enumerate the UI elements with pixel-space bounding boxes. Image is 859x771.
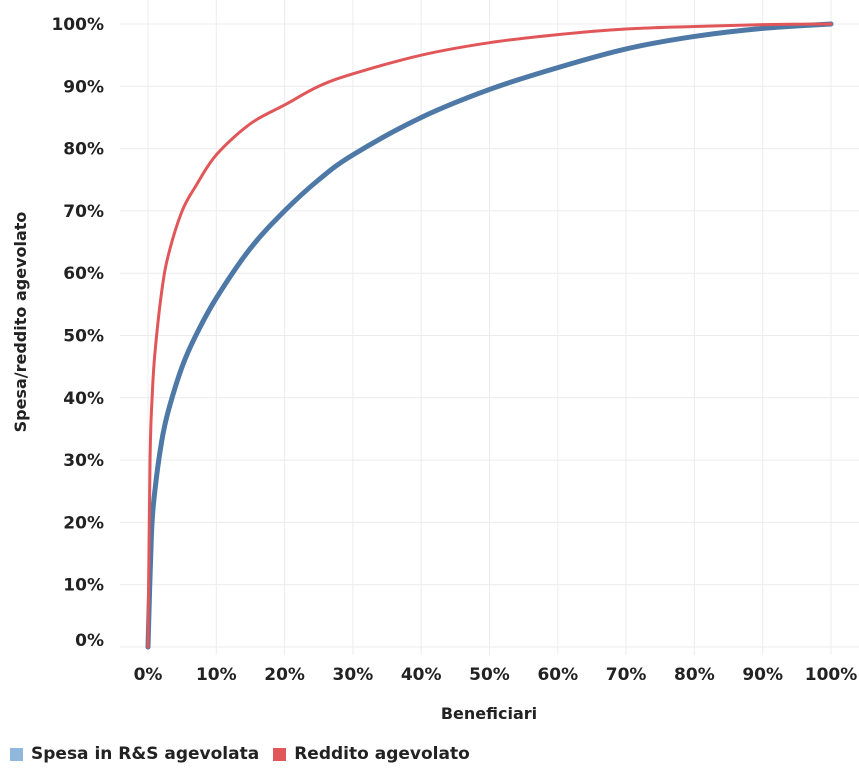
x-tick-label: 80% — [674, 665, 715, 685]
x-tick-label: 70% — [606, 665, 647, 685]
legend-label-reddito: Reddito agevolato — [294, 744, 470, 764]
y-tick-label: 30% — [63, 451, 104, 471]
x-axis-ticks: 0% 10% 20% 30% 40% 50% 60% 70% 80% 90% 100% — [134, 665, 858, 685]
y-tick-label: 10% — [63, 576, 104, 596]
y-tick-label: 70% — [63, 202, 104, 222]
legend-item-reddito[interactable]: Reddito agevolato — [273, 744, 470, 764]
line-chart: 0% 10% 20% 30% 40% 50% 60% 70% 80% 90% 100% 0% 10% 2… — [11, 0, 859, 723]
x-tick-label: 10% — [196, 665, 237, 685]
legend-swatch-spesa — [10, 747, 23, 761]
series-line-1 — [146, 22, 833, 649]
legend-label-spesa: Spesa in R&S agevolata — [31, 744, 260, 764]
x-tick-label: 30% — [333, 665, 374, 685]
legend-swatch-reddito — [273, 747, 287, 761]
y-tick-label: 80% — [63, 140, 104, 160]
series-lines — [145, 21, 834, 650]
legend: Spesa in R&S agevolata Reddito agevolato — [10, 744, 484, 764]
y-tick-label: 20% — [63, 513, 104, 533]
y-axis-ticks: 0% 10% 20% 30% 40% 50% 60% 70% 80% 90% 100% — [51, 15, 104, 651]
grid — [120, 0, 859, 655]
x-tick-label: 50% — [469, 665, 510, 685]
legend-item-spesa[interactable]: Spesa in R&S agevolata — [10, 744, 259, 764]
series-line-0 — [145, 21, 834, 650]
x-axis-title: Beneficiari — [441, 704, 537, 723]
y-tick-label: 100% — [51, 15, 104, 35]
y-tick-label: 90% — [63, 77, 104, 97]
x-tick-label: 90% — [742, 665, 783, 685]
y-tick-label: 0% — [75, 631, 104, 651]
y-axis-title: Spesa/reddito agevolato — [11, 212, 30, 433]
x-tick-label: 60% — [537, 665, 578, 685]
y-tick-label: 60% — [63, 264, 104, 284]
x-tick-label: 40% — [401, 665, 442, 685]
y-tick-label: 40% — [63, 389, 104, 409]
y-tick-label: 50% — [63, 327, 104, 347]
x-tick-label: 0% — [134, 665, 163, 685]
x-tick-label: 20% — [264, 665, 305, 685]
x-tick-label: 100% — [805, 665, 858, 685]
